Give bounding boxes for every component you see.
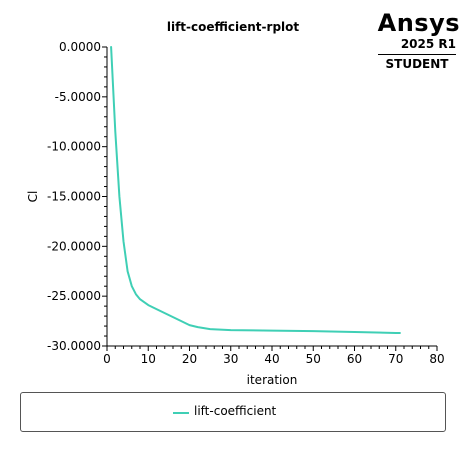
- y-axis-label: Cl: [26, 191, 40, 203]
- line-chart: 0.0000 -5.0000 -10.0000 -15.0000 -20.0000 -25…: [0, 0, 468, 390]
- x-tick-label: 0: [103, 352, 111, 366]
- x-tick-label: 50: [306, 352, 321, 366]
- x-tick-label: 30: [223, 352, 238, 366]
- y-tick-label: 0.0000: [59, 40, 101, 54]
- x-tick-label: 40: [264, 352, 279, 366]
- legend: lift-coefficient: [20, 392, 446, 432]
- y-tick-label: -15.0000: [47, 190, 101, 204]
- x-tick-label: 80: [429, 352, 444, 366]
- y-tick-label: -30.0000: [47, 339, 101, 353]
- x-tick-label: 20: [182, 352, 197, 366]
- y-tick-label: -5.0000: [55, 90, 101, 104]
- x-tick-label: 10: [141, 352, 156, 366]
- legend-swatch: [173, 412, 189, 414]
- series-line-lift-coefficient: [111, 47, 400, 333]
- x-axis-label: iteration: [247, 373, 298, 387]
- x-tick-label: 60: [347, 352, 362, 366]
- x-tick-label: 70: [388, 352, 403, 366]
- y-tick-label: -25.0000: [47, 289, 101, 303]
- legend-label: lift-coefficient: [194, 404, 276, 418]
- y-tick-label: -10.0000: [47, 140, 101, 154]
- y-tick-label: -20.0000: [47, 239, 101, 253]
